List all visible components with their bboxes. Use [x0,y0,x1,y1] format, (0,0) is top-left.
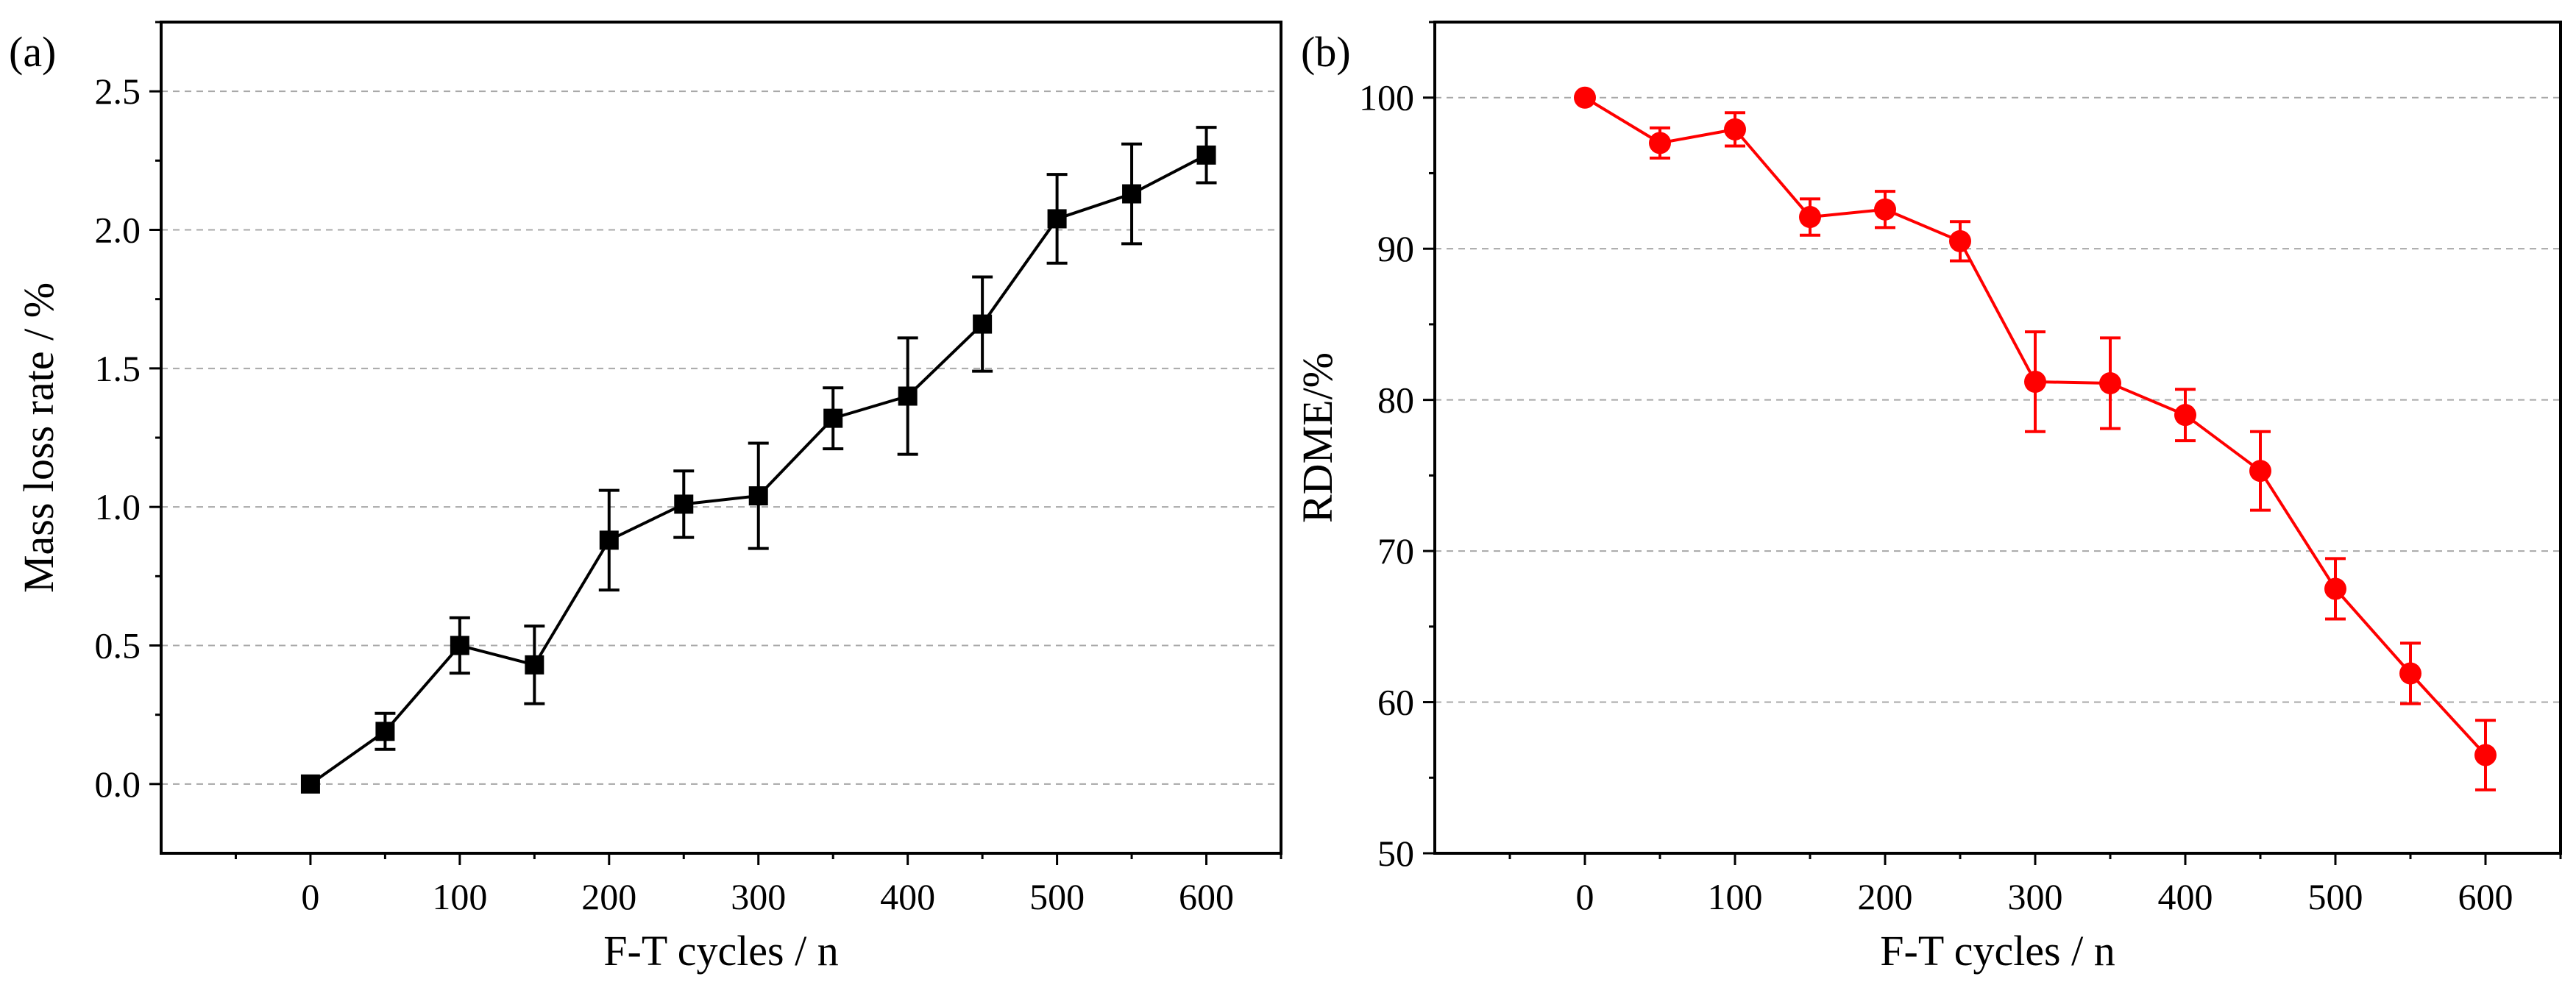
data-point [2324,577,2346,600]
x-tick-label: 600 [2458,876,2513,917]
x-tick-label: 600 [1179,876,1234,917]
data-point [2024,370,2046,393]
y-tick-label: 100 [1359,77,1414,118]
plot-frame [1433,21,2562,855]
y-tick-label: 2.0 [95,210,141,251]
data-point [823,408,843,428]
x-axis-title: F-T cycles / n [1880,927,2115,975]
chart-a: 0.0 0.5 1.0 1.5 2.0 2.5 0 100 200 300 400 500 600 F-T… [9,21,1282,975]
data-point [1047,209,1067,229]
y-tick-label: 0.0 [95,764,141,805]
x-tick-label: 100 [1708,876,1763,917]
y-tick-label: 70 [1377,530,1414,572]
data-point [898,386,918,406]
x-tick-label: 200 [1858,876,1913,917]
x-tick-label: 0 [1576,876,1594,917]
data-point [2399,662,2421,685]
data-point [1874,198,1896,221]
x-tick-label: 300 [2008,876,2063,917]
data-point [1122,184,1142,204]
plot-frame [160,21,1282,855]
y-tick-label: 90 [1377,228,1414,269]
data-point [2099,372,2121,395]
panel-label: (a) [9,28,56,76]
data-point [1949,230,1971,252]
data-point [674,494,694,514]
y-tick-label: 50 [1377,833,1414,874]
data-point [748,486,768,506]
data-point [599,530,619,550]
data-point [1799,206,1821,229]
y-tick-label: 80 [1377,380,1414,421]
x-tick-label: 0 [301,876,319,917]
x-tick-label: 400 [880,876,935,917]
x-tick-label: 200 [581,876,636,917]
data-point [375,722,395,741]
y-tick-label: 1.0 [95,486,141,527]
panel-label: (b) [1301,28,1351,76]
data-point [2249,460,2271,483]
x-tick-label: 100 [432,876,487,917]
data-point [1196,145,1216,165]
y-tick-label: 2.5 [95,71,141,112]
y-tick-label: 0.5 [95,625,141,666]
data-point [973,314,993,334]
x-tick-label: 500 [1029,876,1085,917]
y-tick-label: 1.5 [95,348,141,389]
y-tick-label: 60 [1377,682,1414,723]
data-point [2174,404,2196,427]
x-tick-label: 400 [2158,876,2213,917]
data-point [450,636,469,655]
data-point [2474,744,2497,766]
x-tick-label: 300 [731,876,786,917]
x-tick-label: 500 [2308,876,2363,917]
data-point [1649,132,1671,154]
data-point [1724,118,1746,140]
data-point [1574,86,1596,109]
y-axis-title: RDME/% [1294,352,1341,523]
data-point [300,774,320,794]
data-point [525,655,544,675]
y-axis-title: Mass loss rate / % [15,282,63,593]
x-axis-title: F-T cycles / n [603,927,838,975]
chart-b: 50 60 70 80 90 100 0 100 200 300 400 500 600 F-T cycl… [1294,21,2562,975]
